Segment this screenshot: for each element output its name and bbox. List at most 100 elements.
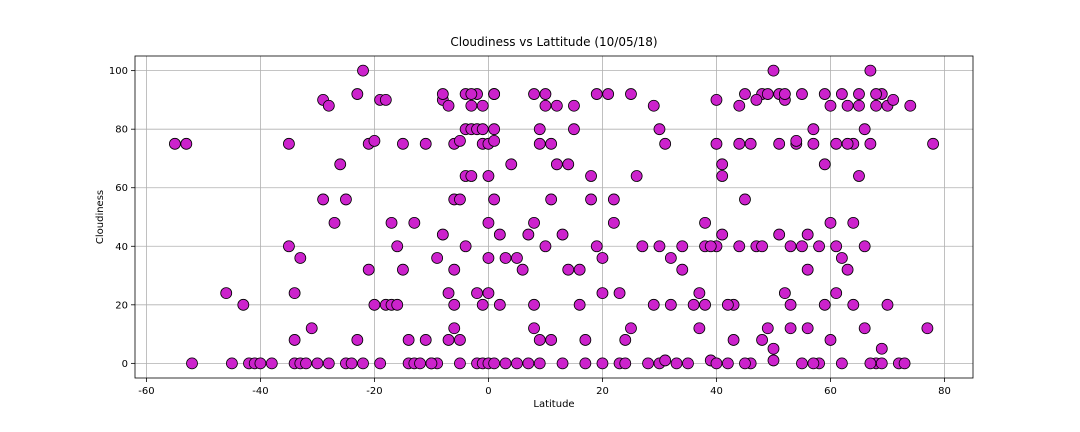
data-point bbox=[585, 170, 597, 182]
data-point bbox=[778, 88, 791, 100]
data-point bbox=[835, 357, 848, 370]
data-point bbox=[898, 357, 911, 370]
data-point bbox=[476, 99, 489, 112]
y-tick-label: 0 bbox=[122, 359, 128, 370]
data-point bbox=[499, 357, 512, 370]
data-point bbox=[739, 88, 751, 100]
data-point bbox=[579, 334, 592, 346]
data-point bbox=[653, 240, 666, 253]
data-point bbox=[710, 94, 723, 106]
data-point bbox=[454, 134, 466, 147]
data-point bbox=[169, 137, 181, 150]
data-point bbox=[545, 193, 558, 206]
data-point bbox=[579, 357, 592, 370]
data-point bbox=[602, 88, 615, 100]
x-tick-label: -60 bbox=[138, 386, 154, 397]
data-point bbox=[220, 287, 233, 300]
x-axis-ticks: -60 -40 -20 0 20 40 60 80 bbox=[138, 378, 951, 397]
data-point bbox=[545, 334, 558, 346]
data-point bbox=[351, 88, 364, 100]
data-point bbox=[522, 228, 535, 241]
data-point bbox=[858, 123, 871, 136]
data-point bbox=[682, 357, 694, 370]
data-point bbox=[687, 298, 700, 311]
y-axis-label: Cloudiness bbox=[95, 190, 106, 244]
data-point bbox=[533, 123, 546, 136]
data-point bbox=[585, 193, 597, 206]
y-tick-label: 100 bbox=[109, 66, 128, 77]
data-point bbox=[847, 216, 860, 229]
data-point bbox=[448, 298, 461, 311]
data-point bbox=[283, 137, 295, 150]
data-point bbox=[830, 137, 843, 150]
data-point bbox=[784, 298, 797, 311]
data-point bbox=[488, 357, 501, 370]
data-point bbox=[727, 334, 740, 346]
data-point bbox=[807, 357, 820, 370]
y-tick-label: 20 bbox=[115, 300, 128, 311]
data-point bbox=[733, 99, 746, 112]
data-point bbox=[556, 228, 569, 241]
data-point bbox=[921, 322, 934, 335]
data-point bbox=[716, 228, 729, 241]
data-point bbox=[619, 357, 632, 370]
data-point bbox=[493, 298, 506, 311]
data-point bbox=[425, 357, 438, 370]
data-point bbox=[818, 158, 831, 171]
data-point bbox=[721, 357, 734, 370]
data-point bbox=[824, 99, 837, 112]
data-point bbox=[756, 240, 768, 253]
data-point bbox=[778, 287, 791, 300]
data-point bbox=[322, 99, 335, 112]
data-point bbox=[818, 298, 831, 311]
data-point bbox=[391, 298, 404, 311]
data-point bbox=[625, 88, 637, 100]
data-point bbox=[550, 99, 563, 112]
data-point bbox=[870, 99, 882, 112]
x-tick-label: -40 bbox=[252, 386, 268, 397]
y-axis-ticks: 0 20 40 60 80 100 bbox=[109, 66, 135, 370]
data-point bbox=[454, 357, 466, 370]
data-point bbox=[647, 99, 660, 112]
data-point bbox=[676, 263, 689, 276]
data-point bbox=[436, 88, 449, 100]
data-point bbox=[533, 357, 546, 370]
data-point bbox=[237, 298, 250, 311]
data-point bbox=[607, 193, 620, 206]
data-point bbox=[379, 94, 392, 106]
data-point bbox=[619, 334, 632, 346]
data-point bbox=[733, 240, 746, 253]
data-point bbox=[488, 88, 501, 100]
data-point bbox=[590, 240, 603, 253]
data-point bbox=[659, 137, 672, 150]
data-point bbox=[801, 228, 814, 241]
data-point bbox=[419, 334, 432, 346]
data-point bbox=[864, 64, 877, 77]
data-point bbox=[875, 342, 888, 355]
data-point bbox=[767, 342, 780, 355]
data-point bbox=[568, 99, 580, 112]
data-point bbox=[761, 88, 774, 100]
data-point bbox=[927, 137, 939, 150]
data-point bbox=[488, 193, 501, 206]
data-point bbox=[853, 99, 865, 112]
y-tick-label: 40 bbox=[115, 242, 128, 253]
data-point bbox=[465, 170, 478, 182]
data-point bbox=[750, 94, 763, 106]
data-point bbox=[824, 216, 837, 229]
data-point bbox=[870, 88, 882, 100]
data-point bbox=[710, 357, 723, 370]
data-point bbox=[568, 123, 580, 136]
data-point bbox=[659, 354, 672, 367]
data-point bbox=[761, 322, 774, 335]
data-point bbox=[539, 240, 552, 253]
data-point bbox=[670, 357, 683, 370]
data-point bbox=[573, 298, 586, 311]
data-point bbox=[704, 240, 717, 253]
data-point bbox=[613, 287, 626, 300]
data-point bbox=[807, 137, 820, 150]
x-tick-label: -20 bbox=[366, 386, 382, 397]
data-point bbox=[288, 334, 301, 346]
data-point bbox=[739, 193, 751, 206]
